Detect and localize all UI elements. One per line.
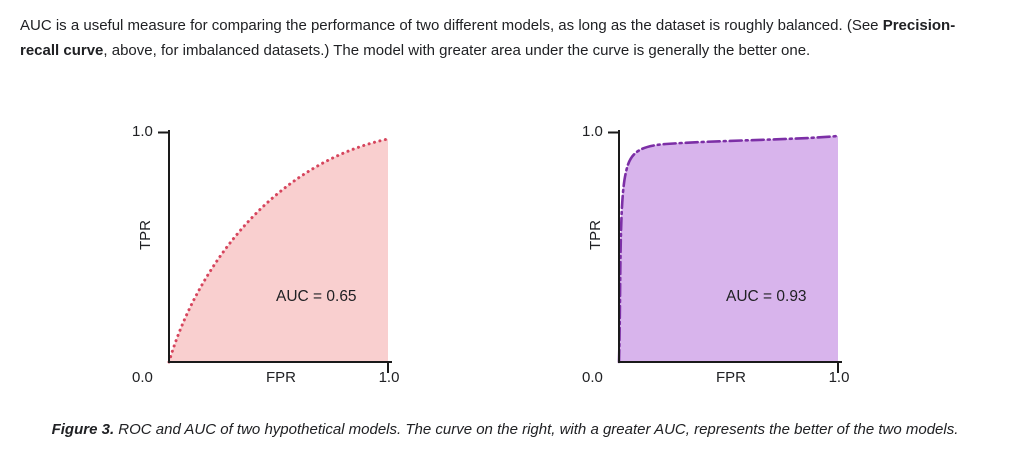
auc-area-fill	[169, 139, 388, 362]
y-tick-label-1.0: 1.0	[582, 123, 603, 140]
figure-caption-text: ROC and AUC of two hypothetical models. …	[114, 421, 959, 438]
x-tick-label-1.0: 1.0	[378, 369, 400, 386]
auc-annotation: AUC = 0.93	[726, 288, 807, 305]
intro-text-before: AUC is a useful measure for comparing th…	[20, 17, 883, 34]
intro-paragraph: AUC is a useful measure for comparing th…	[20, 13, 968, 63]
y-tick-label-1.0: 1.0	[132, 123, 153, 140]
x-tick-label-1.0: 1.0	[828, 369, 850, 386]
x-axis-label-fpr: FPR	[716, 369, 746, 386]
figure-caption-label: Figure 3.	[51, 421, 115, 438]
figure-caption: Figure 3. ROC and AUC of two hypothetica…	[0, 421, 1010, 438]
roc-curve-line	[167, 137, 390, 364]
roc-chart-left: 1.0 TPR AUC = 0.65 0.0 FPR 1.0	[96, 116, 436, 401]
roc-chart-right: 1.0 TPR AUC = 0.93 0.0 FPR 1.0	[546, 116, 886, 401]
roc-plot-right	[608, 130, 842, 373]
roc-plot-left	[158, 130, 392, 373]
auc-area-fill	[619, 136, 838, 362]
y-axis-label-tpr: TPR	[586, 220, 604, 250]
y-axis-label-tpr: TPR	[136, 220, 154, 250]
x-tick-label-0.0: 0.0	[132, 369, 153, 386]
x-axis-label-fpr: FPR	[266, 369, 296, 386]
precision-recall-term: Precision-recall curve	[20, 17, 956, 59]
auc-annotation: AUC = 0.65	[276, 288, 357, 305]
intro-text-after: , above, for imbalanced datasets.) The m…	[103, 42, 811, 59]
roc-curve-line	[617, 134, 840, 364]
x-tick-label-0.0: 0.0	[582, 369, 603, 386]
